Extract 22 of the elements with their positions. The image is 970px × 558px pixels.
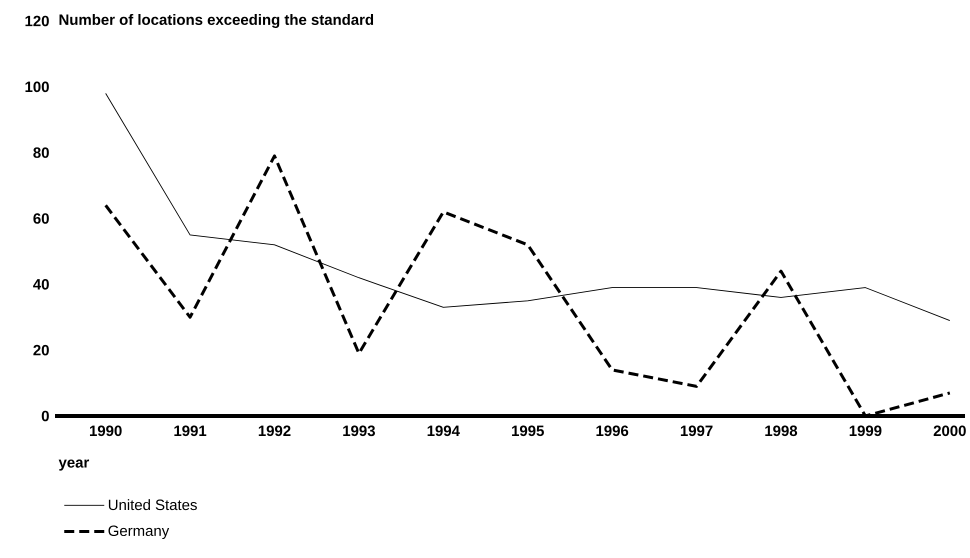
legend-label: Germany <box>108 525 170 540</box>
x-tick-label: 1992 <box>258 426 290 436</box>
x-tick-label: 1997 <box>680 426 713 436</box>
chart-title: Number of locations exceeding the standard <box>60 14 374 28</box>
x-tick-label: 1993 <box>343 426 375 436</box>
y-tick-label: 20 <box>33 344 49 356</box>
x-tick-label: 1998 <box>765 426 798 436</box>
x-tick-label: 1995 <box>512 426 544 436</box>
y-tick-label: 40 <box>33 279 49 290</box>
x-tick-label: 2000 <box>934 426 966 436</box>
x-tick-label: 1996 <box>596 426 628 436</box>
legend-label: United States <box>108 499 197 510</box>
y-tick-label: 100 <box>25 82 49 92</box>
y-tick-label: 80 <box>33 147 49 158</box>
y-tick-label: 60 <box>33 213 49 224</box>
x-tick-label: 1990 <box>90 426 122 436</box>
x-tick-label: 1994 <box>428 426 460 436</box>
x-tick-label: 1999 <box>850 426 882 436</box>
y-tick-label: 120 <box>25 16 49 26</box>
x-axis-title: year <box>58 460 90 471</box>
y-tick-label: 0 <box>42 410 49 422</box>
x-tick-label: 1991 <box>174 426 206 436</box>
